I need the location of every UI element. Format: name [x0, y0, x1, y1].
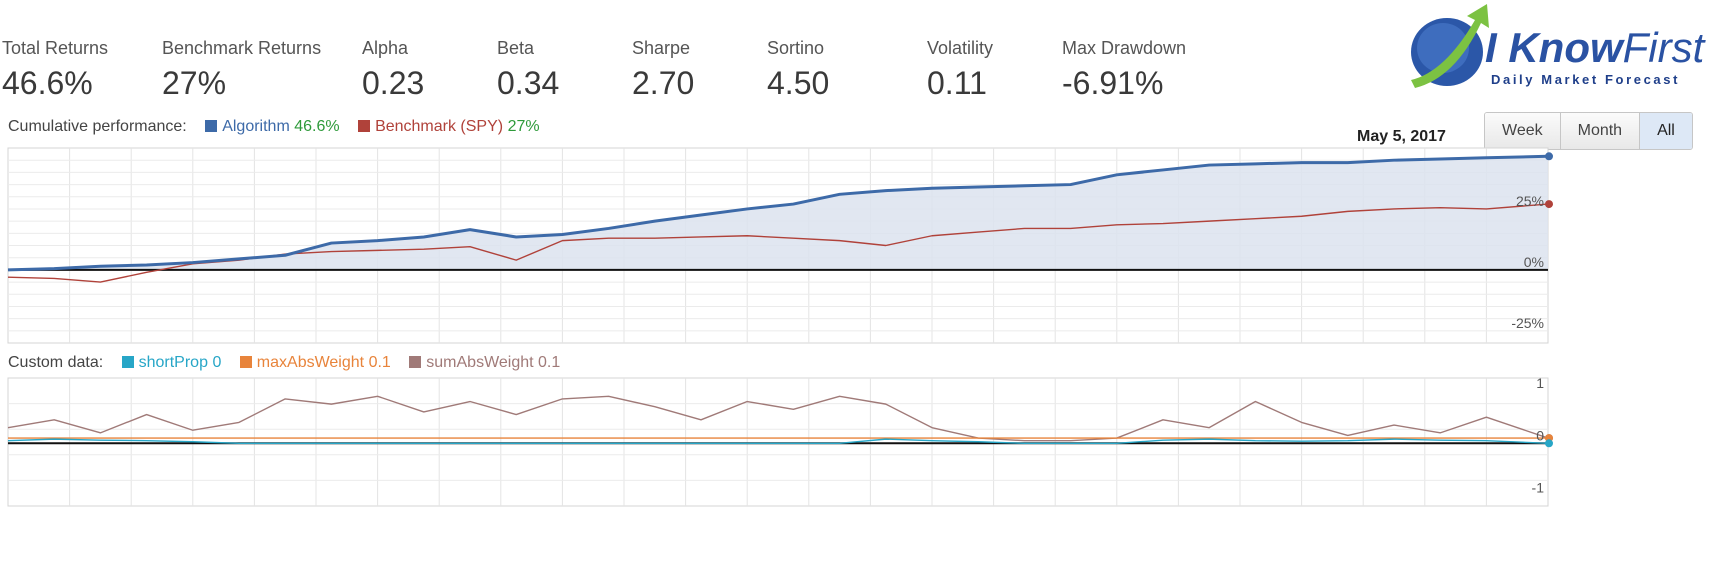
metric-total-returns: Total Returns 46.6%: [2, 38, 108, 102]
custom-data-legend: Custom data: shortProp 0 maxAbsWeight 0.…: [8, 354, 560, 372]
brand-tagline: Daily Market Forecast: [1491, 72, 1680, 87]
custom-data-chart: 1 0 -1: [7, 375, 1553, 507]
metric-value: -6.91%: [1062, 65, 1164, 101]
legend-lead: Cumulative performance:: [8, 118, 187, 135]
series-endpoint-algorithm: [1545, 152, 1553, 161]
legend-item-benchmark[interactable]: Benchmark (SPY) 27%: [358, 118, 540, 135]
performance-chart: 25% 0% -25%: [7, 147, 1553, 344]
metric-label: Benchmark Returns: [162, 38, 322, 58]
metric-label: Total Returns: [2, 38, 109, 58]
series-endpoint-shortprop: [1545, 439, 1553, 448]
metric-beta: Beta 0.34: [497, 38, 559, 102]
plot-area: [7, 377, 1549, 507]
legend-swatch: [358, 120, 371, 132]
legend-series-value: 27%: [507, 118, 540, 135]
legend-series-value: 0.1: [538, 354, 561, 371]
series-endpoint-benchmark-spy: [1545, 200, 1553, 209]
series-line-algorithm: [7, 154, 1549, 272]
range-selector: Week Month All: [1484, 112, 1693, 150]
chart-date: May 5, 2017: [1357, 128, 1446, 145]
range-all-button[interactable]: All: [1640, 113, 1692, 149]
horizontal-gridlines: [8, 403, 1548, 481]
metric-volatility: Volatility 0.11: [927, 38, 993, 102]
range-month-button[interactable]: Month: [1560, 113, 1641, 149]
legend-series-name: Benchmark (SPY): [375, 118, 504, 135]
metric-label: Sharpe: [632, 38, 691, 58]
y-tick-label: 0%: [1524, 254, 1544, 270]
legend-item-algorithm[interactable]: Algorithm 46.6%: [205, 118, 340, 135]
brand-wordmark: I KnowFirst: [1485, 24, 1704, 72]
legend-item-shortprop[interactable]: shortProp 0: [121, 354, 222, 371]
metric-label: Alpha: [362, 38, 409, 58]
metric-max-drawdown: Max Drawdown -6.91%: [1062, 38, 1186, 102]
vertical-gridlines: [69, 378, 1487, 506]
metric-label: Volatility: [927, 38, 994, 58]
legend-swatch: [239, 356, 252, 368]
y-tick-label: -1: [1532, 480, 1545, 496]
legend-series-name: maxAbsWeight: [256, 354, 365, 371]
y-tick-label: -25%: [1511, 315, 1544, 331]
metric-value: 0.11: [927, 65, 987, 101]
metrics-strip: Total Returns 46.6% Benchmark Returns 27…: [0, 38, 1400, 101]
metric-sortino: Sortino 4.50: [767, 38, 829, 102]
legend-series-name: sumAbsWeight: [426, 354, 534, 371]
metric-value: 2.70: [632, 65, 695, 101]
legend-series-value: 0.1: [368, 354, 391, 371]
series-line-sumabsweight: [7, 395, 1549, 442]
series-line-shortprop: [7, 438, 1549, 445]
range-week-button[interactable]: Week: [1485, 113, 1561, 149]
legend-series-name: shortProp: [138, 354, 208, 371]
legend-item-maxabsweight[interactable]: maxAbsWeight 0.1: [239, 354, 391, 371]
legend-swatch: [205, 120, 218, 132]
y-tick-label: 1: [1536, 375, 1544, 391]
metric-value: 0.34: [497, 65, 560, 101]
legend-swatch: [409, 356, 422, 368]
y-tick-label: 25%: [1516, 193, 1544, 209]
metric-benchmark-returns: Benchmark Returns 27%: [162, 38, 321, 102]
performance-legend: Cumulative performance: Algorithm 46.6% …: [8, 118, 540, 136]
metric-label: Beta: [497, 38, 535, 58]
metric-alpha: Alpha 0.23: [362, 38, 424, 102]
legend-series-name: Algorithm: [222, 118, 290, 135]
brand-word-1: I Know: [1485, 24, 1623, 71]
legend-series-value: 46.6%: [294, 118, 340, 135]
legend-series-value: 0: [212, 354, 222, 371]
algorithm-area-fill: [8, 156, 1548, 270]
metric-label: Max Drawdown: [1062, 38, 1187, 58]
legend-swatch: [121, 356, 134, 368]
brand-logo: I KnowFirst Daily Market Forecast: [1405, 2, 1715, 94]
rising-arrow-globe-logo-icon: [1411, 4, 1489, 88]
y-tick-label: 0: [1536, 427, 1544, 443]
metric-value: 0.23: [362, 65, 425, 101]
metric-value: 46.6%: [2, 65, 93, 101]
brand-word-2: First: [1622, 24, 1705, 71]
metric-label: Sortino: [767, 38, 825, 58]
legend-lead: Custom data:: [8, 354, 104, 371]
legend-item-sumabsweight[interactable]: sumAbsWeight 0.1: [409, 354, 560, 371]
metric-value: 4.50: [767, 65, 830, 101]
metric-sharpe: Sharpe 2.70: [632, 38, 694, 102]
metric-value: 27%: [162, 65, 227, 101]
